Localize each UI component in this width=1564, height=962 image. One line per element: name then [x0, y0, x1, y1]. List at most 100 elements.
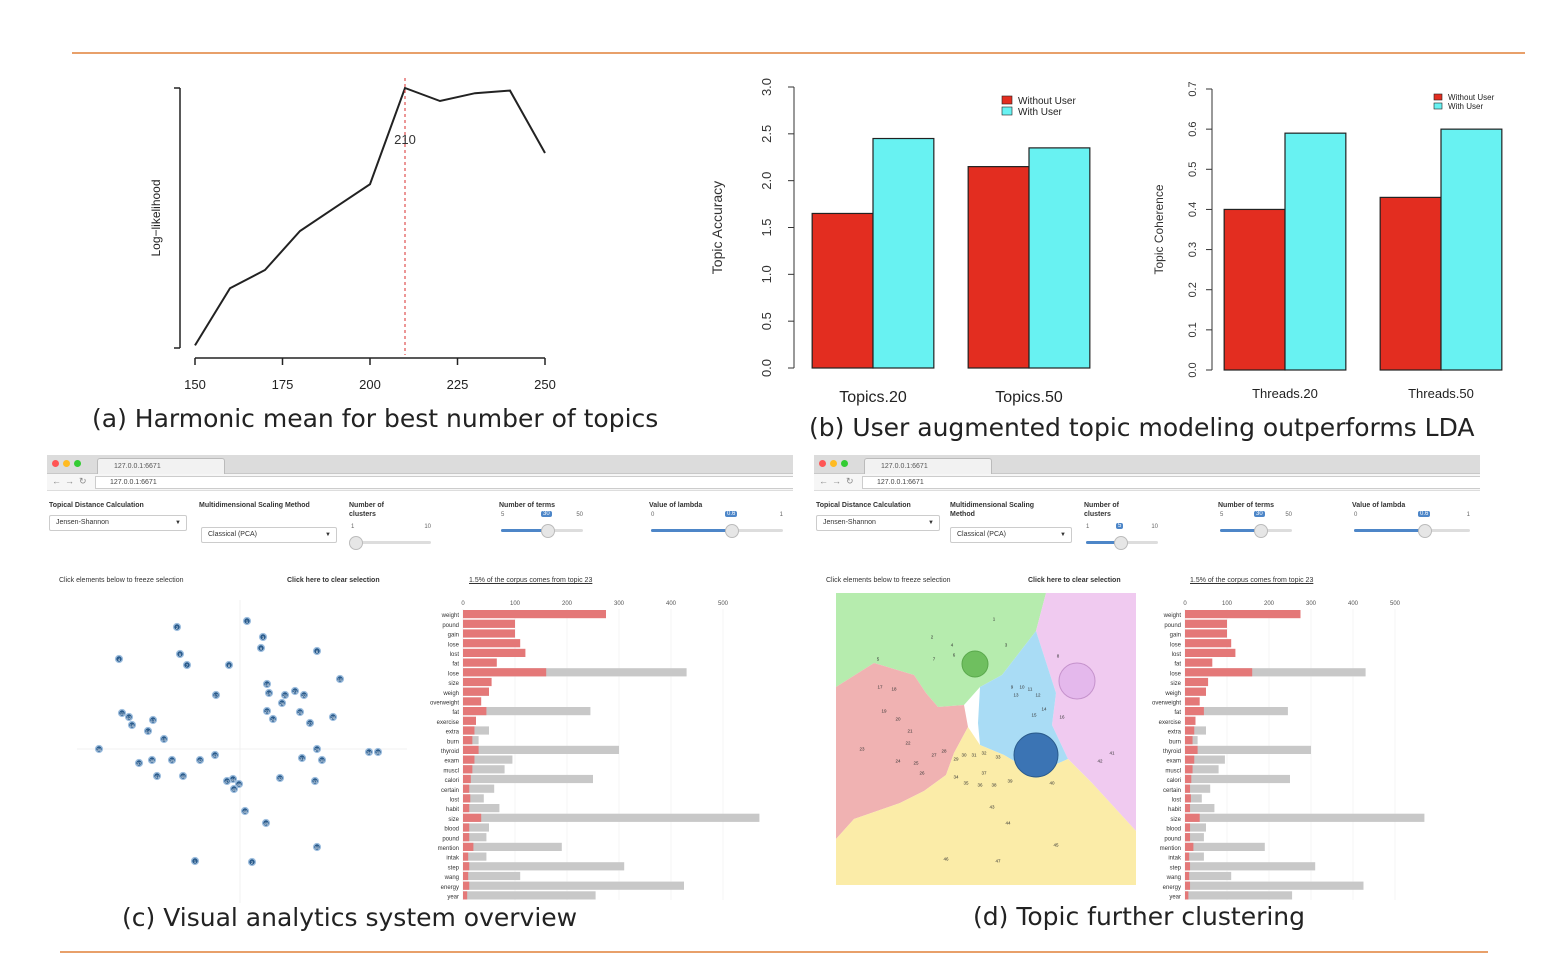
reload-icon[interactable]: ↻	[79, 476, 87, 486]
minimize-window-dot-icon[interactable]	[63, 460, 70, 467]
term-bar-overall	[463, 794, 484, 803]
topic-circle	[234, 779, 244, 789]
term-bar-overall	[1185, 707, 1288, 716]
term-bar-overall	[463, 726, 489, 735]
topic-circle	[242, 616, 252, 626]
forward-arrow-icon[interactable]: →	[832, 476, 841, 486]
topic-circle	[167, 755, 177, 765]
term-axis-tick-label: 200	[562, 601, 573, 607]
dashboard-overview-panel: 127.0.0.1:6671 ← → ↻ 127.0.0.1:6671 Topi…	[47, 455, 793, 905]
topic-circle	[312, 744, 322, 754]
term-bar-topic	[463, 842, 474, 851]
term-bar-topic	[1185, 658, 1213, 667]
topic-circle	[143, 726, 153, 736]
topic-circle	[299, 690, 309, 700]
term-bar-topic	[463, 823, 470, 832]
topic-circle	[290, 686, 300, 696]
topic-label: 3	[1005, 643, 1008, 648]
term-bar-topic	[463, 610, 606, 619]
terms-slider-knob[interactable]	[541, 524, 555, 538]
lambda-slider[interactable]: 0.6 0 1	[1354, 511, 1470, 538]
term-bar-topic	[463, 755, 475, 764]
term-label: muscl	[443, 768, 459, 774]
lambda-slider-knob[interactable]	[725, 524, 739, 538]
y-axis-label: Topic Accuracy	[709, 181, 725, 274]
clusters-slider-knob[interactable]	[1114, 536, 1128, 550]
num-clusters-label: Number of clusters	[349, 502, 384, 518]
topic-circle	[210, 750, 220, 760]
topic-label: 27	[931, 753, 937, 758]
lambda-label: Value of lambda	[649, 502, 703, 509]
url-input[interactable]: 127.0.0.1:6671	[95, 476, 793, 489]
forward-arrow-icon[interactable]: →	[65, 476, 74, 486]
term-bar-overall	[463, 707, 591, 716]
num-terms-label: Number of terms	[1218, 502, 1275, 509]
maximize-window-dot-icon[interactable]	[74, 460, 81, 467]
term-bar-overall	[1185, 862, 1316, 871]
clusters-value: 5	[1116, 523, 1124, 529]
topic-label: 40	[181, 774, 186, 779]
legend-label: Without User	[1018, 96, 1076, 107]
mds-method-select[interactable]: Classical (PCA) ▼	[201, 527, 337, 543]
address-bar: ← → ↻ 127.0.0.1:6671	[814, 474, 1480, 491]
term-bar-topic	[1185, 813, 1200, 822]
terms-slider-knob[interactable]	[1254, 524, 1268, 538]
topic-circle	[295, 707, 305, 717]
term-bar-overall	[463, 668, 687, 677]
term-bar-topic	[463, 833, 470, 842]
clear-selection-link[interactable]: Click here to clear selection	[1028, 577, 1121, 584]
num-clusters-slider[interactable]: 1 10	[349, 524, 431, 550]
top-rule	[72, 52, 1525, 54]
legend-label: Without User	[1448, 93, 1495, 102]
distance-calc-select[interactable]: Jensen-Shannon ▼	[816, 515, 940, 531]
num-terms-slider[interactable]: 30 5 50	[501, 511, 583, 538]
y-tick-label: 1.5	[759, 218, 774, 236]
topic-label: 33	[313, 779, 318, 784]
reload-icon[interactable]: ↻	[846, 476, 854, 486]
browser-tab[interactable]: 127.0.0.1:6671	[864, 458, 992, 474]
mds-method-select[interactable]: Classical (PCA) ▼	[950, 527, 1072, 543]
maximize-window-dot-icon[interactable]	[841, 460, 848, 467]
topic-label: 8	[1057, 654, 1060, 659]
topic-label: 25	[913, 761, 919, 766]
lambda-slider-knob[interactable]	[1418, 524, 1432, 538]
freeze-selection-note: Click elements below to freeze selection	[826, 577, 951, 584]
num-clusters-slider[interactable]: 5 1 10	[1086, 523, 1158, 550]
term-bar-topic	[463, 813, 482, 822]
topic-label: 35	[963, 781, 969, 786]
y-tick-label: 3.0	[759, 78, 774, 96]
term-bar-topic	[463, 862, 470, 871]
term-bar-topic	[1185, 755, 1195, 764]
topic-label: 24	[895, 759, 901, 764]
term-bar-topic	[463, 726, 475, 735]
clusters-slider-knob[interactable]	[349, 536, 363, 550]
lambda-slider[interactable]: 0.6 0 1	[651, 511, 783, 538]
topic-label: 47	[225, 779, 230, 784]
term-label: thyroid	[1163, 749, 1181, 755]
browser-tab[interactable]: 127.0.0.1:6671	[97, 458, 225, 474]
clear-selection-link[interactable]: Click here to clear selection	[287, 577, 380, 584]
term-bar-overall	[1185, 852, 1204, 861]
mds-method-label: Multidimensional Scaling Method	[950, 502, 1035, 518]
distance-calc-select[interactable]: Jensen-Shannon ▼	[49, 515, 187, 531]
topic-label: 32	[981, 751, 987, 756]
url-input[interactable]: 127.0.0.1:6671	[862, 476, 1480, 489]
topic-label: 36	[977, 783, 983, 788]
topic-circle	[148, 715, 158, 725]
distance-calc-value: Jensen-Shannon	[56, 519, 109, 526]
topic-label: 42	[1097, 759, 1103, 764]
close-window-dot-icon[interactable]	[52, 460, 59, 467]
lambda-label: Value of lambda	[1352, 502, 1406, 509]
back-arrow-icon[interactable]: ←	[52, 476, 61, 486]
num-terms-slider[interactable]: 30 5 50	[1220, 511, 1292, 538]
topic-label: 16	[130, 723, 135, 728]
term-bar-overall	[463, 823, 489, 832]
topic-circle	[305, 718, 315, 728]
minimize-window-dot-icon[interactable]	[830, 460, 837, 467]
clusters-slider-fill	[1086, 541, 1120, 544]
term-axis-tick-label: 400	[1348, 601, 1359, 607]
close-window-dot-icon[interactable]	[819, 460, 826, 467]
term-label: year	[447, 895, 459, 901]
back-arrow-icon[interactable]: ←	[819, 476, 828, 486]
y-tick-label: 0.3	[1187, 242, 1199, 257]
